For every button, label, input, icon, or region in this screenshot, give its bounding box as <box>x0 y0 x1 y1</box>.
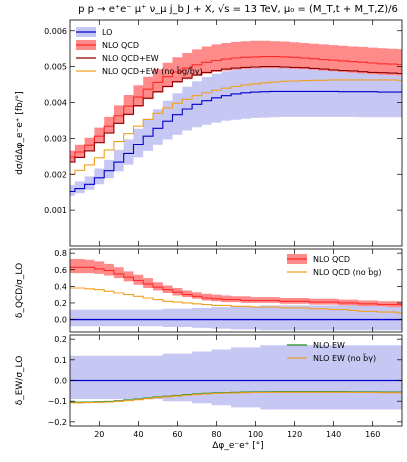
series-line-2-1 <box>70 391 402 404</box>
y-tick-label: 0.0 <box>54 316 67 325</box>
band-1-0 <box>70 259 402 308</box>
series-line-0-2 <box>70 66 402 163</box>
legend-label: NLO QCD (no b̃g) <box>313 267 382 277</box>
plot-area-1 <box>70 259 402 331</box>
series-line-0-3 <box>70 79 402 175</box>
y-tick-label: 0.004 <box>44 99 67 108</box>
legend-label: NLO QCD <box>102 41 139 50</box>
x-tick-label: 80 <box>211 430 221 439</box>
panel-main: 0.001 0.002 0.003 0.004 0.005 0.006 dσ/dΔφ_e⁻e… <box>15 19 403 247</box>
y-tick-label: −0.2 <box>48 418 67 427</box>
plot-area-2 <box>70 345 402 410</box>
axes-frame-0 <box>69 19 403 247</box>
axes-frame-1 <box>69 248 403 333</box>
x-tick-label: 40 <box>133 430 143 439</box>
legend-label: NLO EW (no b̃γ) <box>313 353 376 363</box>
y-tick-label: 0.2 <box>54 299 67 308</box>
y-tick-label: 0.0 <box>54 377 67 386</box>
x-tick-label: 100 <box>248 430 263 439</box>
band-0-0 <box>70 65 402 196</box>
y-tick-label: 0.006 <box>44 27 67 36</box>
lo-band-1 <box>70 305 402 331</box>
series-line-1-0 <box>70 266 402 306</box>
band-0-1 <box>70 40 402 163</box>
panel-ew-ratio: −0.2 −0.1 0.0 0.1 0.2 20 40 60 80 100 120 140 160 δ_E… <box>15 334 403 439</box>
lo-band-2 <box>70 345 402 410</box>
legend-label: NLO EW <box>313 341 345 350</box>
plot-area-0 <box>70 40 402 196</box>
y-tick-label: 0.005 <box>44 63 67 72</box>
series-line-0-1 <box>70 56 402 158</box>
legend-label: NLO QCD+EW <box>102 54 159 63</box>
y-tick-label: 0.1 <box>54 356 67 365</box>
y-axis-label-2: δ_EW/σ_LO <box>15 356 25 406</box>
x-tick-label: 20 <box>94 430 104 439</box>
panel-qcd-ratio: 0.0 0.2 0.4 0.6 0.8 δ_QCD/σ_LO NLO QCD NLO QCD … <box>15 248 403 333</box>
legend-label: NLO QCD <box>313 255 350 264</box>
y-axis-label-1: δ_QCD/σ_LO <box>15 263 25 318</box>
x-tick-label: 120 <box>287 430 302 439</box>
series-line-1-1 <box>70 287 402 314</box>
legend-label: NLO QCD+EW (no b̃g/b̃γ) <box>102 66 203 76</box>
y-tick-label: 0.8 <box>54 249 67 258</box>
y-tick-label: 0.4 <box>54 282 67 291</box>
legend-label: LO <box>102 28 112 37</box>
y-tick-label: 0.002 <box>44 170 67 179</box>
y-tick-label: 0.6 <box>54 266 67 275</box>
x-tick-label: 60 <box>172 430 182 439</box>
chart-title: p p → e⁺e⁻ μ⁺ ν_μ j_b J + X, √s = 13 TeV… <box>78 4 398 15</box>
y-tick-label: 0.001 <box>44 206 67 215</box>
y-tick-label: −0.1 <box>48 397 67 406</box>
y-tick-label: 0.2 <box>54 335 67 344</box>
y-tick-label: 0.003 <box>44 134 67 143</box>
x-tick-label: 140 <box>326 430 341 439</box>
y-axis-label-0: dσ/dΔφ_e⁻e⁺ [fb/°] <box>15 91 25 175</box>
x-axis-label: Δφ_e⁻e⁺ [°] <box>212 441 264 451</box>
series-line-0-0 <box>70 90 402 193</box>
x-tick-label: 160 <box>365 430 380 439</box>
